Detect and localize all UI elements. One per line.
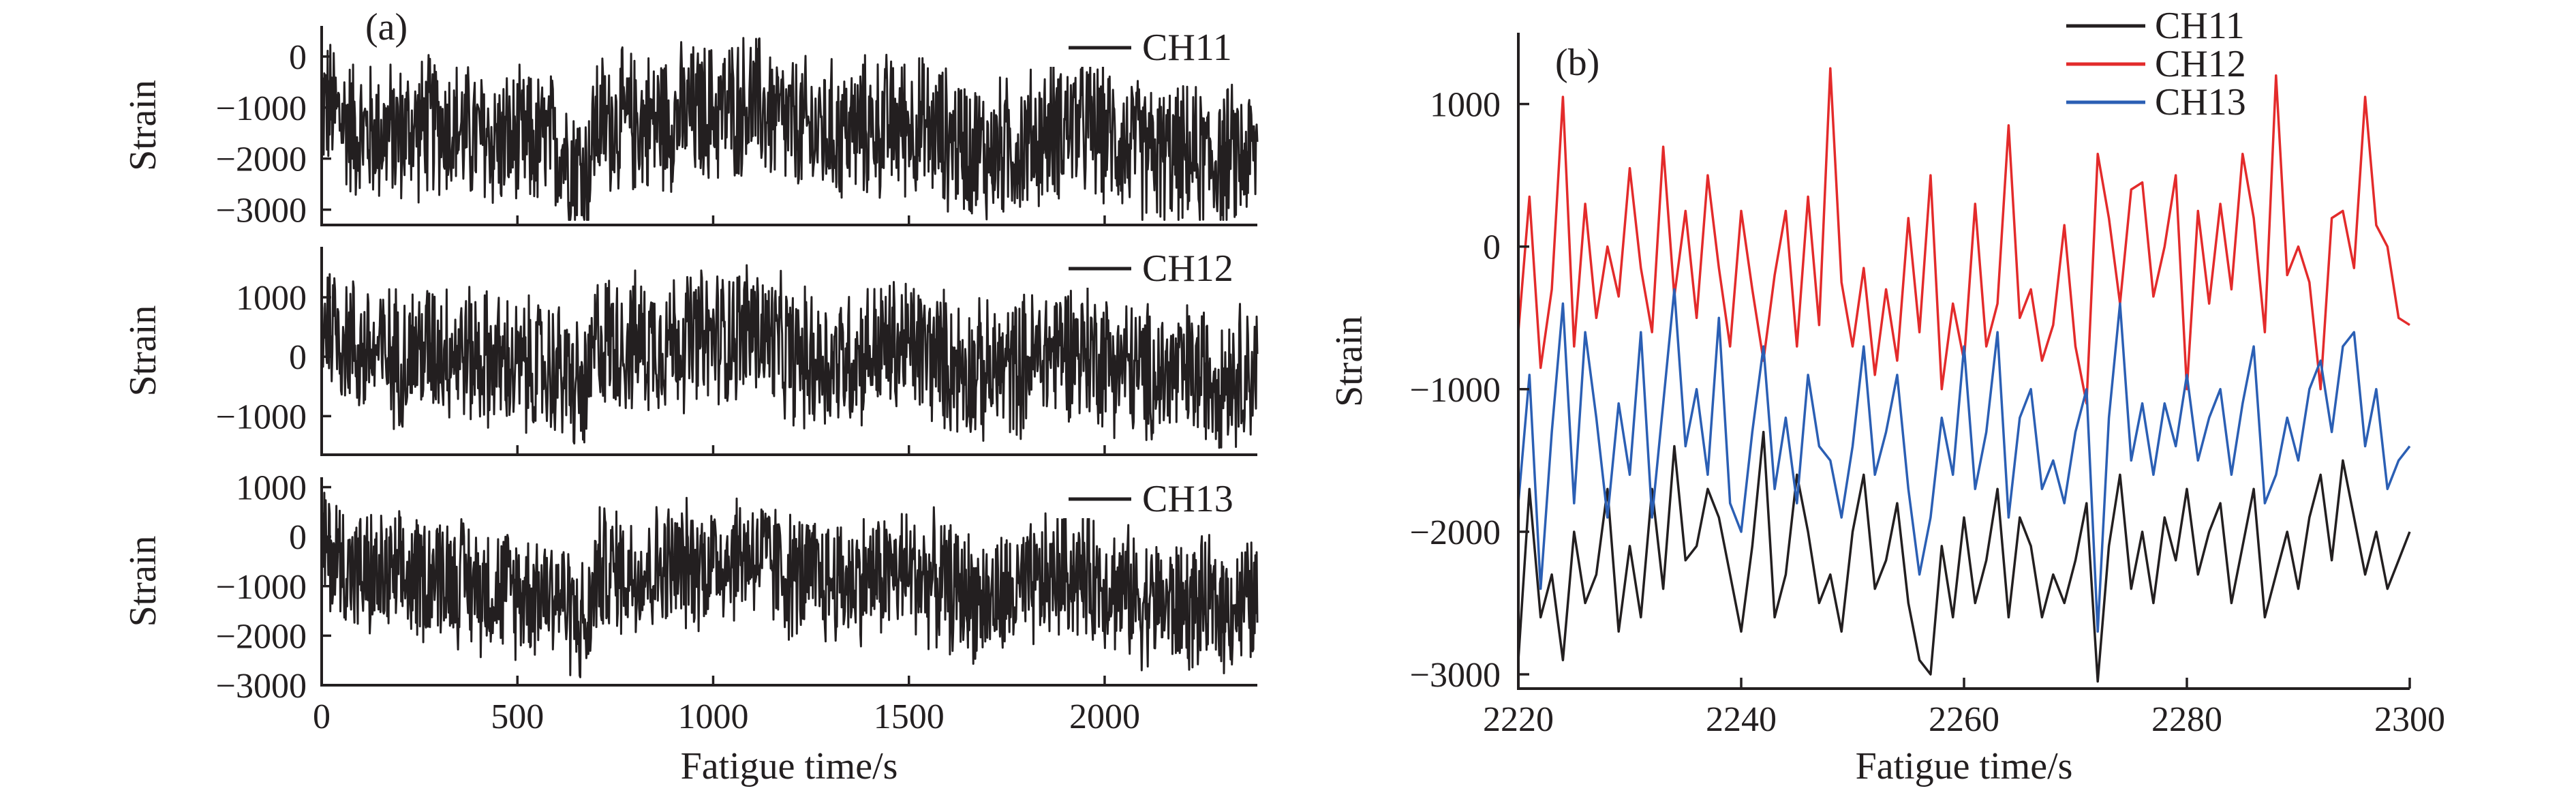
y-tick-label: −1000 <box>216 89 307 128</box>
x-tick-label: 1500 <box>874 697 945 736</box>
legend-label: CH11 <box>1142 27 1232 69</box>
x-tick-label: 0 <box>313 697 331 736</box>
y-tick-label: 1000 <box>236 279 307 318</box>
legend-background <box>1047 245 1250 288</box>
legend-label-ch12: CH12 <box>2155 43 2246 85</box>
y-tick-label: −2000 <box>216 140 307 179</box>
y-axis-title: Strain <box>1328 316 1370 407</box>
y-tick-label: 0 <box>289 518 307 557</box>
legend-ch12: CH12 <box>1047 245 1250 290</box>
panel-a: −3000 −2000 −1000 0 Strain CH11 −1000 0 1000 Stra… <box>122 6 1259 787</box>
legend-label-ch11: CH11 <box>2155 5 2245 47</box>
legend-ch11: CH11 <box>1047 25 1250 69</box>
series-line-ch13 <box>320 492 1259 678</box>
x-tick-label: 2000 <box>1069 697 1140 736</box>
x-tick-label: 2220 <box>1483 700 1554 739</box>
series-line-ch13 <box>1517 288 2411 633</box>
y-tick-label: −3000 <box>1410 656 1501 695</box>
subplot-ch12: −1000 0 1000 Strain CH12 <box>122 245 1259 456</box>
x-axis-title: Fatigue time/s <box>1856 745 2073 787</box>
y-tick-label: −2000 <box>1410 513 1501 552</box>
series-line-ch12 <box>320 264 1259 449</box>
x-tick-label: 1000 <box>677 697 748 736</box>
series-line-ch11 <box>1517 430 2411 683</box>
panel-label: (a) <box>365 6 408 48</box>
y-axis-title: Strain <box>122 80 164 171</box>
subplot-ch11: −3000 −2000 −1000 0 Strain CH11 <box>122 25 1259 230</box>
y-tick-label: −1000 <box>216 568 307 607</box>
y-tick-label: 0 <box>289 38 307 77</box>
y-tick-label: −1000 <box>216 397 307 436</box>
y-axis-title: Strain <box>122 305 164 397</box>
legend-label: CH12 <box>1142 247 1233 290</box>
y-tick-label: −2000 <box>216 617 307 656</box>
x-axis-title: Fatigue time/s <box>681 745 898 787</box>
series-line-ch11 <box>320 37 1259 221</box>
x-tick-label: 2300 <box>2374 700 2445 739</box>
panel-label: (b) <box>1555 42 1599 84</box>
y-tick-label: 1000 <box>236 469 307 508</box>
legend-label-ch13: CH13 <box>2155 81 2246 123</box>
legend-label: CH13 <box>1142 478 1233 520</box>
x-tick-label: 500 <box>491 697 544 736</box>
subplot-ch13: −3000 −2000 −1000 0 1000 Strain CH13 <box>122 469 1259 706</box>
y-axis-title: Strain <box>122 536 164 627</box>
x-tick-label: 2240 <box>1706 700 1777 739</box>
legend-ch13: CH13 <box>1047 476 1250 520</box>
panel-b: −3000 −2000 −1000 0 1000 2220 2240 2260 2280 2300… <box>1328 5 2445 787</box>
legend-background <box>1047 25 1250 67</box>
legend-background <box>1047 476 1250 518</box>
x-tick-label: 2280 <box>2151 700 2222 739</box>
y-tick-label: −3000 <box>216 192 307 230</box>
y-tick-label: 0 <box>289 338 307 377</box>
y-tick-label: −1000 <box>1410 371 1501 410</box>
y-tick-label: 1000 <box>1430 86 1501 125</box>
y-tick-label: 0 <box>1483 228 1501 267</box>
y-tick-label: −3000 <box>216 667 307 706</box>
x-tick-label: 2260 <box>1929 700 1999 739</box>
